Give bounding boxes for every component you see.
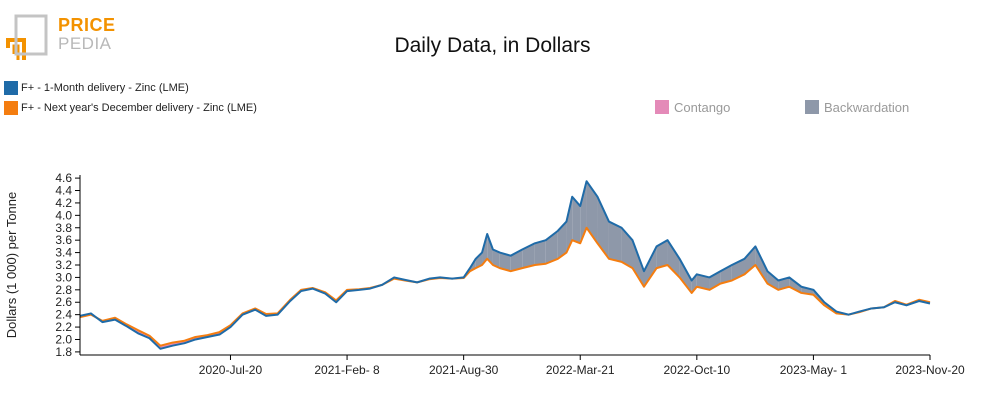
chart-title: Daily Data, in Dollars [394,34,591,57]
logo-mark-icon [6,14,48,60]
y-tick-label: 4.2 [55,196,72,210]
legend-item-contango[interactable]: Contango [655,100,730,115]
logo-text-price: PRICE [58,15,116,35]
backwardation-fill [534,240,546,265]
legend-label-contango: Contango [674,100,731,115]
y-tick-label: 4.6 [55,171,72,185]
legend-item-series-2[interactable]: F+ - Next year's December delivery - Zin… [4,101,257,115]
backwardation-fill [475,252,483,269]
x-tick-label: 2022-Oct-10 [663,363,730,377]
legend-label-backwardation: Backwardation [824,100,910,115]
legend-swatch-series-2 [4,101,18,115]
x-tick-label: 2022-Mar-21 [546,363,615,377]
series-lines [79,180,931,350]
pricepedia-logo: PRICE PEDIA [6,14,116,62]
backwardation-fill [586,181,598,244]
series-line [79,180,931,350]
backwardation-fill [696,274,710,290]
backwardation-fill [557,221,567,259]
y-tick-label: 3.0 [55,270,72,284]
y-tick-label: 3.4 [55,246,72,260]
backwardation-fill [487,233,493,265]
backwardation-fill [522,243,535,269]
backwardation-fill [492,249,500,269]
y-tick-label: 1.8 [55,345,72,359]
spread-fill-area [80,181,930,349]
y-tick-label: 2.6 [55,295,72,309]
legend-swatch-contango [655,100,669,114]
backwardation-fill [608,221,622,262]
chart-axes: 1.82.02.22.42.62.83.03.23.43.63.84.04.24… [4,171,965,377]
x-tick-label: 2023-May- 1 [780,363,848,377]
backwardation-fill [499,252,511,272]
backwardation-fill [789,277,802,293]
backwardation-fill [566,196,573,253]
backwardation-fill [580,181,587,244]
x-tick-label: 2021-Aug-30 [429,363,499,377]
backwardation-fill [572,196,581,244]
legend-swatch-backwardation [805,100,819,114]
legend-swatch-series-1 [4,81,18,95]
series-line [79,226,931,347]
y-tick-label: 4.0 [55,208,72,222]
y-tick-label: 2.4 [55,308,72,322]
y-tick-label: 3.2 [55,258,72,272]
y-axis-label: Dollars (1 000) per Tonne [4,192,19,338]
x-tick-label: 2020-Jul-20 [199,363,263,377]
x-tick-label: 2021-Feb- 8 [314,363,380,377]
legend-item-backwardation[interactable]: Backwardation [805,100,909,115]
x-tick-label: 2023-Nov-20 [895,363,965,377]
backwardation-fill [709,271,721,290]
y-tick-label: 2.0 [55,332,72,346]
legend-item-series-1[interactable]: F+ - 1-Month delivery - Zinc (LME) [4,81,189,95]
backwardation-fill [632,240,644,287]
y-tick-label: 3.8 [55,221,72,235]
legend-label-series-1: F+ - 1-Month delivery - Zinc (LME) [21,81,189,94]
legend-label-series-2: F+ - Next year's December delivery - Zin… [21,101,257,114]
logo-text-pedia: PEDIA [58,34,112,53]
backwardation-fill [679,258,692,293]
backwardation-fill [643,246,657,287]
backwardation-fill [744,246,756,275]
y-tick-label: 2.2 [55,320,72,334]
backwardation-fill [667,240,680,278]
backwardation-fill [656,240,668,269]
y-tick-label: 3.6 [55,233,72,247]
backwardation-fill [597,196,609,259]
y-tick-label: 2.8 [55,283,72,297]
y-tick-label: 4.4 [55,184,72,198]
backwardation-fill [755,246,768,284]
backwardation-fill [767,271,779,290]
